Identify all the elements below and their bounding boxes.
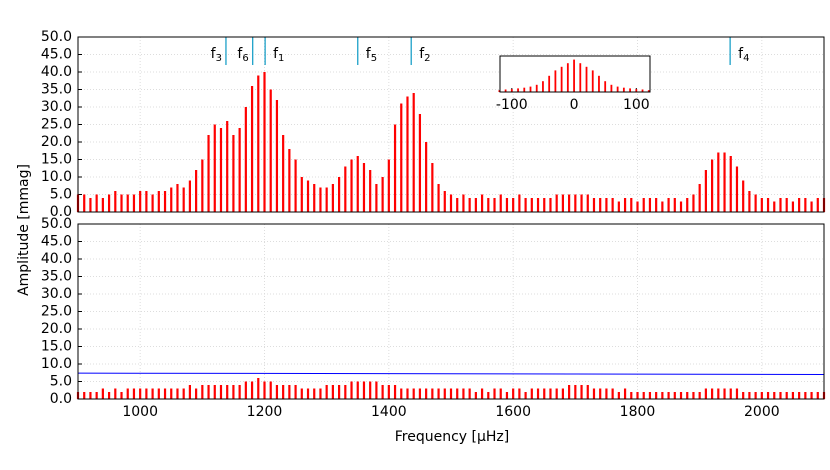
frequency-label: f6 [237,46,248,64]
frequency-label: f5 [366,46,377,64]
y-tick-label: 45.0 [41,47,72,63]
y-tick-label: 15.0 [41,152,72,168]
frequency-label-main: f [419,46,425,62]
frequency-label-sub: 4 [743,53,749,64]
inset-background [500,56,650,92]
frequency-label-main: f [738,46,744,62]
frequency-label-sub: 1 [278,53,284,64]
y-tick-label: 20.0 [41,321,72,337]
y-tick-label: 35.0 [41,82,72,98]
y-tick-label: 30.0 [41,286,72,302]
x-tick-label: 1600 [495,404,531,420]
x-axis-label: Frequency [μHz] [395,429,509,445]
y-tick-label: 30.0 [41,99,72,115]
frequency-label-sub: 6 [242,53,248,64]
plot-frame [77,223,825,400]
x-tick-label: 0 [570,97,579,113]
frequency-label-main: f [237,46,243,62]
plot-frame [499,55,651,93]
frequency-label-sub: 3 [216,53,222,64]
y-tick-label: 0.0 [50,391,72,407]
y-tick-label: 50.0 [41,29,72,45]
frequency-label-main: f [273,46,279,62]
plot-frame [77,36,825,213]
frequency-label: f3 [211,46,222,64]
frequency-label: f2 [419,46,430,64]
y-tick-label: 45.0 [41,234,72,250]
y-tick-label: 5.0 [50,374,72,390]
y-tick-label: 25.0 [41,117,72,133]
y-tick-label: 35.0 [41,269,72,285]
x-tick-label: 1400 [371,404,407,420]
y-tick-label: 10.0 [41,169,72,185]
frequency-label-main: f [366,46,372,62]
y-tick-label: 15.0 [41,339,72,355]
y-tick-label: 40.0 [41,64,72,80]
y-tick-label: 10.0 [41,356,72,372]
frequency-label-sub: 2 [424,53,430,64]
y-tick-label: 0.0 [50,204,72,220]
y-tick-label: 20.0 [41,134,72,150]
y-tick-label: 5.0 [50,187,72,203]
x-tick-label: 1000 [122,404,158,420]
frequency-label-sub: 5 [371,53,377,64]
frequency-label-main: f [211,46,217,62]
x-tick-label: 1800 [620,404,656,420]
x-tick-label: 100 [623,97,650,113]
y-tick-label: 40.0 [41,251,72,267]
threshold-line [77,372,825,375]
y-tick-label: 25.0 [41,304,72,320]
y-axis-label: Amplitude [mmag] [16,164,32,296]
y-tick-label: 50.0 [41,216,72,232]
x-tick-label: -100 [496,97,528,113]
frequency-label: f4 [738,46,749,64]
x-tick-label: 1200 [247,404,283,420]
frequency-label: f1 [273,46,284,64]
x-tick-label: 2000 [744,404,780,420]
